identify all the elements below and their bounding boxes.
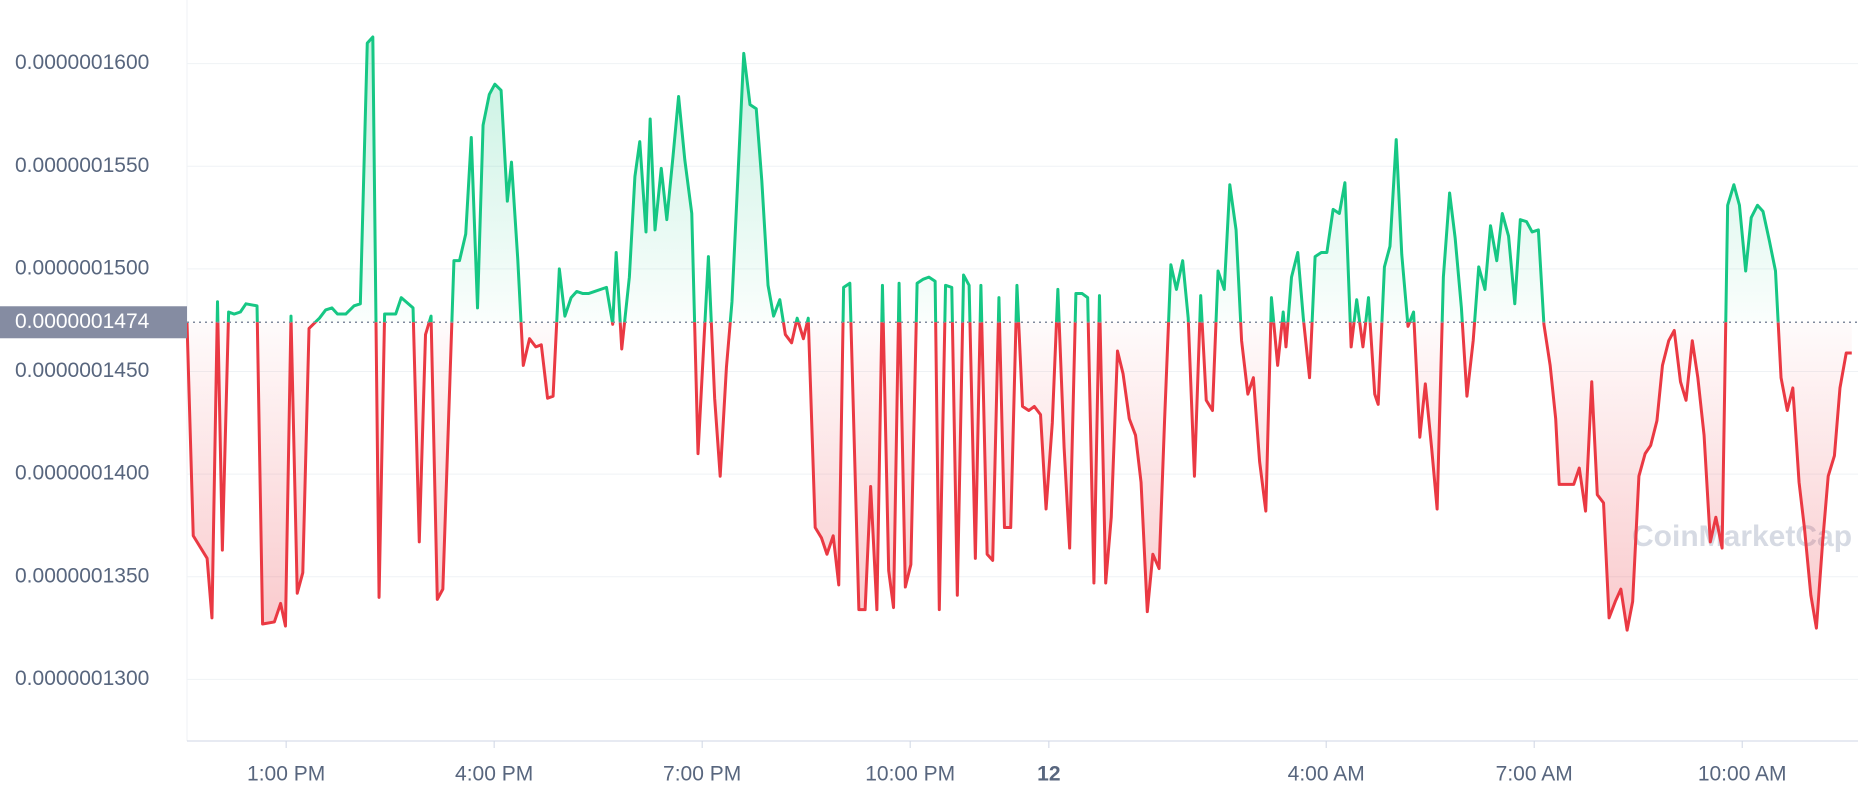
x-tick-label: 7:00 AM [1496, 763, 1573, 786]
y-tick-label: 0.0000001600 [15, 51, 149, 74]
y-tick-label: 0.0000001350 [15, 564, 149, 587]
x-tick-label: 1:00 PM [247, 763, 325, 786]
y-tick-label: 0.0000001550 [15, 154, 149, 177]
y-tick-label: 0.0000001450 [15, 359, 149, 382]
area-down [187, 322, 1852, 631]
x-tick-label: 7:00 PM [663, 763, 741, 786]
price-line-down [185, 322, 1852, 632]
x-tick-label: 4:00 PM [455, 763, 533, 786]
x-tick-label: 12 [1037, 763, 1060, 786]
x-tick-label: 10:00 PM [865, 763, 955, 786]
y-tick-label: 0.0000001500 [15, 256, 149, 279]
x-tick-label: 4:00 AM [1288, 763, 1365, 786]
y-tick-label: 0.0000001300 [15, 667, 149, 690]
reference-label: 0.0000001474 [15, 310, 150, 333]
x-tick-label: 10:00 AM [1698, 763, 1787, 786]
price-line-up [186, 35, 1780, 323]
reference-label-box [0, 306, 187, 339]
y-tick-label: 0.0000001400 [15, 462, 149, 485]
